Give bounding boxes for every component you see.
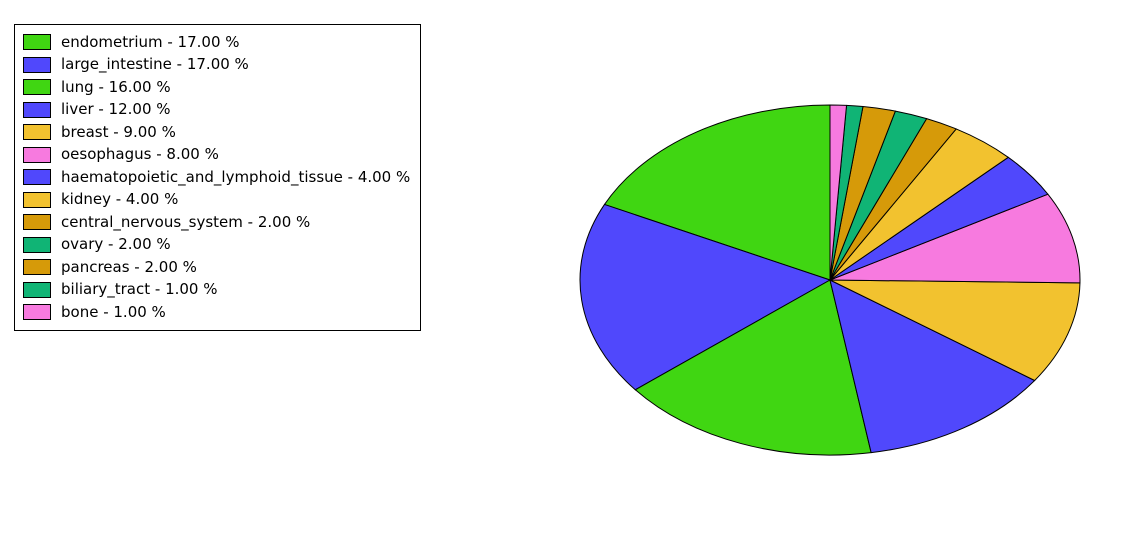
legend-item: liver - 12.00 %: [23, 99, 410, 122]
legend-label: central_nervous_system - 2.00 %: [61, 215, 310, 230]
legend-swatch: [23, 192, 51, 208]
legend-label: pancreas - 2.00 %: [61, 260, 197, 275]
legend-swatch: [23, 282, 51, 298]
pie-chart: [570, 80, 1090, 500]
legend-label: lung - 16.00 %: [61, 80, 171, 95]
legend-swatch: [23, 124, 51, 140]
legend-item: haematopoietic_and_lymphoid_tissue - 4.0…: [23, 166, 410, 189]
legend-label: biliary_tract - 1.00 %: [61, 282, 218, 297]
legend-swatch: [23, 237, 51, 253]
legend-label: ovary - 2.00 %: [61, 237, 171, 252]
legend-swatch: [23, 259, 51, 275]
chart-stage: endometrium - 17.00 % large_intestine - 1…: [0, 0, 1134, 538]
legend-swatch: [23, 169, 51, 185]
legend-swatch: [23, 79, 51, 95]
legend-item: pancreas - 2.00 %: [23, 256, 410, 279]
legend-item: ovary - 2.00 %: [23, 234, 410, 257]
legend-label: kidney - 4.00 %: [61, 192, 178, 207]
legend-label: oesophagus - 8.00 %: [61, 147, 219, 162]
legend-item: breast - 9.00 %: [23, 121, 410, 144]
legend-swatch: [23, 147, 51, 163]
legend: endometrium - 17.00 % large_intestine - 1…: [14, 24, 421, 331]
legend-label: endometrium - 17.00 %: [61, 35, 240, 50]
legend-swatch: [23, 57, 51, 73]
legend-item: kidney - 4.00 %: [23, 189, 410, 212]
legend-label: haematopoietic_and_lymphoid_tissue - 4.0…: [61, 170, 410, 185]
legend-item: biliary_tract - 1.00 %: [23, 279, 410, 302]
legend-item: lung - 16.00 %: [23, 76, 410, 99]
legend-swatch: [23, 304, 51, 320]
legend-item: oesophagus - 8.00 %: [23, 144, 410, 167]
legend-label: large_intestine - 17.00 %: [61, 57, 249, 72]
legend-swatch: [23, 214, 51, 230]
legend-label: breast - 9.00 %: [61, 125, 176, 140]
legend-label: liver - 12.00 %: [61, 102, 171, 117]
legend-item: central_nervous_system - 2.00 %: [23, 211, 410, 234]
legend-swatch: [23, 34, 51, 50]
legend-item: endometrium - 17.00 %: [23, 31, 410, 54]
legend-swatch: [23, 102, 51, 118]
legend-label: bone - 1.00 %: [61, 305, 166, 320]
legend-item: bone - 1.00 %: [23, 301, 410, 324]
legend-item: large_intestine - 17.00 %: [23, 54, 410, 77]
